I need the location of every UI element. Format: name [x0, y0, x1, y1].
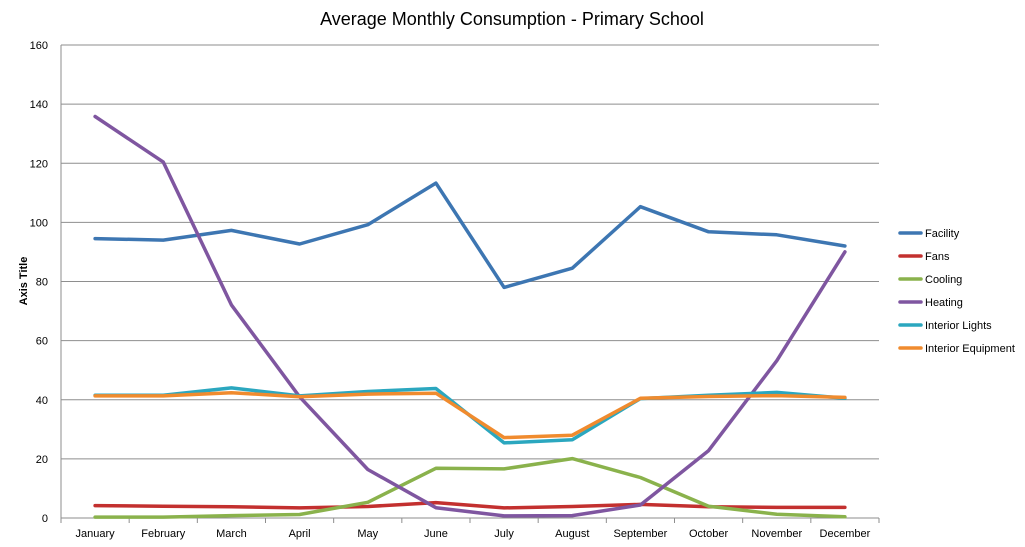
legend-label: Heating — [925, 297, 963, 309]
x-tick-label: April — [289, 528, 311, 540]
y-tick-label: 100 — [30, 217, 48, 229]
x-tick-label: December — [820, 528, 871, 540]
legend-label: Cooling — [925, 274, 962, 286]
series-line-fans — [93, 500, 847, 510]
legend-label: Fans — [925, 251, 950, 263]
series-line-interior-equipment — [93, 390, 847, 440]
y-tick-label: 0 — [42, 513, 48, 525]
x-tick-label: May — [357, 528, 378, 540]
x-tick-label: August — [555, 528, 589, 540]
x-tick-label: June — [424, 528, 448, 540]
legend-label: Interior Lights — [925, 320, 992, 332]
legend: Facility Fans Cooling Heating Interior Light… — [898, 228, 1015, 355]
series-line-cooling — [93, 456, 847, 519]
series-line-heating — [93, 114, 847, 518]
gridlines — [60, 44, 879, 519]
chart-title: Average Monthly Consumption - Primary Sc… — [320, 9, 704, 29]
series-lines — [93, 114, 847, 519]
y-tick-label: 120 — [30, 158, 48, 170]
x-tick-label: September — [614, 528, 668, 540]
legend-label: Facility — [925, 228, 960, 240]
x-tick-label: July — [494, 528, 514, 540]
y-tick-label: 160 — [30, 40, 48, 52]
y-axis-ticks: 0 20 40 60 80 100 120 140 160 — [30, 40, 48, 525]
y-tick-label: 80 — [36, 277, 48, 289]
x-tick-label: February — [141, 528, 186, 540]
x-axis-ticks: January February March April May June July Augu… — [60, 518, 880, 540]
y-tick-label: 20 — [36, 454, 48, 466]
x-tick-label: October — [689, 528, 728, 540]
x-tick-label: March — [216, 528, 247, 540]
series-line-facility — [93, 181, 847, 290]
x-tick-label: November — [751, 528, 802, 540]
y-tick-label: 140 — [30, 99, 48, 111]
y-tick-label: 40 — [36, 395, 48, 407]
y-axis-title: Axis Title — [18, 257, 30, 306]
x-tick-label: January — [76, 528, 116, 540]
y-tick-label: 60 — [36, 336, 48, 348]
legend-label: Interior Equipment — [925, 343, 1015, 355]
